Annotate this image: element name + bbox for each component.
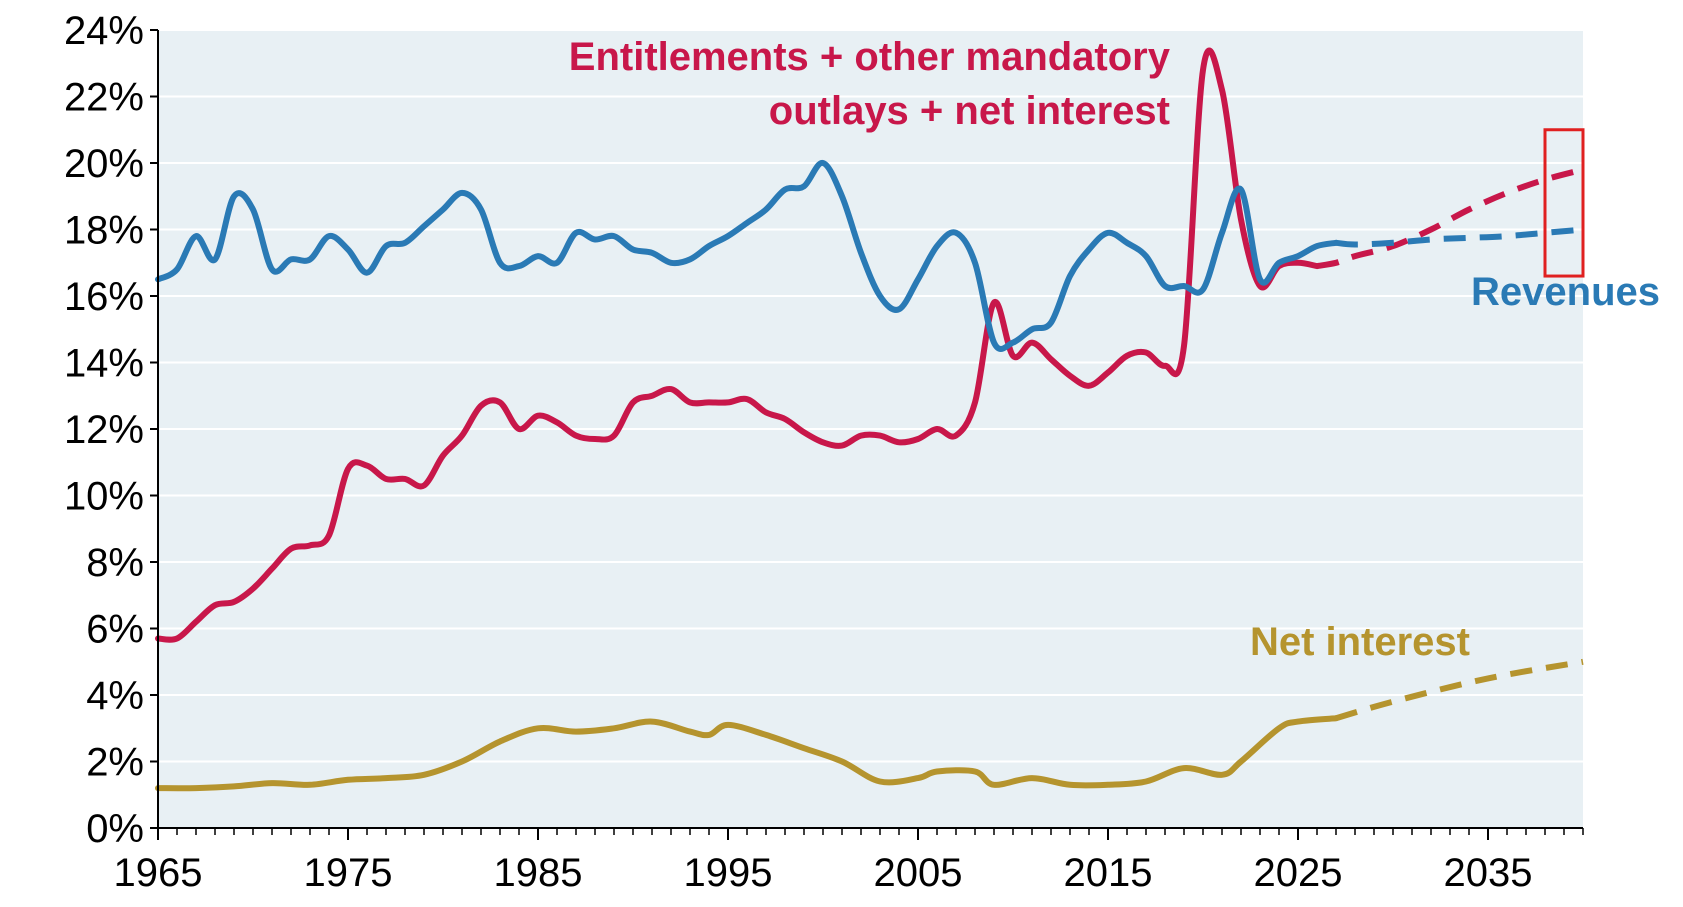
revenues-projection-line [1335,226,1584,248]
net-interest-series-line [155,715,1339,792]
net-interest-projection-line [1335,658,1584,722]
x-tick-label: 2025 [1254,851,1343,895]
projection-highlight-box [1543,128,1585,278]
x-tick-label: 1965 [114,851,203,895]
x-tick-label: 1975 [304,851,393,895]
y-tick-label: 16% [64,275,144,319]
x-tick-label: 2005 [874,851,963,895]
annotations: Entitlements + other mandatory outlays +… [569,35,1660,664]
y-tick-label: 14% [64,342,144,386]
axes: 0% 2% 4% 6% 8% 10% 12% 14% 16% 18% 20% 22% 24% 1965 19… [64,9,1584,895]
series-layer [155,47,1584,792]
y-tick-label: 8% [86,541,144,585]
gridlines [158,29,1583,763]
outlays-projection-line [1316,166,1584,270]
net-interest-label: Net interest [1250,620,1470,664]
y-tick-label: 12% [64,408,144,452]
y-tick-label: 10% [64,475,144,519]
y-tick-label: 24% [64,9,144,53]
x-tick-label: 1995 [684,851,773,895]
y-tick-label: 20% [64,142,144,186]
outlays-series-line [155,47,1320,643]
x-tick-label: 1985 [494,851,583,895]
y-tick-label: 18% [64,209,144,253]
y-tick-label: 22% [64,76,144,120]
revenues-series-line [155,160,1339,352]
outlays-label-line2: outlays + net interest [769,89,1170,133]
y-tick-label: 6% [86,608,144,652]
y-tick-label: 4% [86,674,144,718]
x-tick-label: 2035 [1444,851,1533,895]
outlays-label-line1: Entitlements + other mandatory [569,35,1171,79]
y-tick-label: 2% [86,741,144,785]
y-tick-label: 0% [86,807,144,851]
x-tick-label: 2015 [1064,851,1153,895]
